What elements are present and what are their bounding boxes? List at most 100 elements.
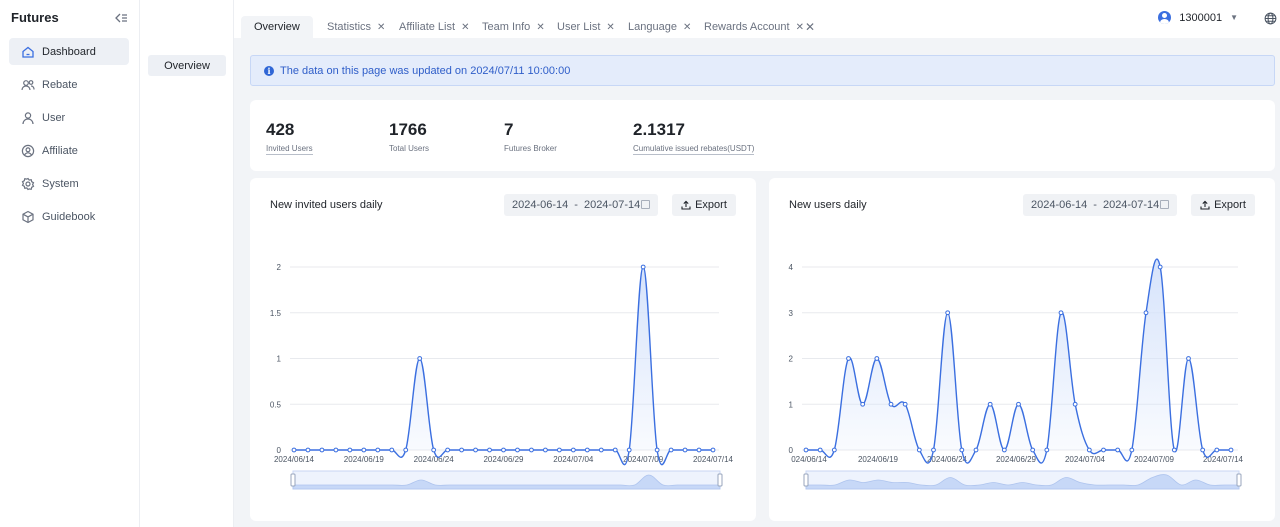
data-point xyxy=(319,447,325,453)
series-area xyxy=(294,267,713,465)
chart-title: New users daily xyxy=(789,199,867,211)
tab-statistics[interactable]: Statistics ✕ xyxy=(327,16,385,38)
tab-overview[interactable]: Overview xyxy=(241,16,313,38)
zoom-handle-right xyxy=(717,473,723,487)
data-point xyxy=(626,447,632,453)
home-icon xyxy=(22,46,34,58)
date-end: 2024-07-14 xyxy=(583,199,641,211)
gear-icon xyxy=(21,177,35,190)
sidebar-item-guidebook[interactable]: Guidebook xyxy=(9,203,129,230)
stat-label: Invited Users xyxy=(266,144,313,155)
close-icon[interactable]: ✕ xyxy=(606,21,615,33)
stat-value: 1766 xyxy=(389,120,427,139)
stat-total-users: 1766 Total Users xyxy=(389,120,429,153)
stat-label: Futures Broker xyxy=(504,144,557,153)
data-point xyxy=(902,401,908,407)
close-icon[interactable]: ✕ xyxy=(536,21,545,33)
update-notice-text: The data on this page was updated on 202… xyxy=(280,64,571,77)
y-tick-label: 1.5 xyxy=(270,309,282,318)
export-button[interactable]: Export xyxy=(672,194,736,216)
date-start: 2024-06-14 xyxy=(1031,199,1088,211)
collapse-menu-icon[interactable] xyxy=(113,10,129,26)
export-button[interactable]: Export xyxy=(1191,194,1255,216)
date-range-picker[interactable]: 2024-06-14 - 2024-07-14 xyxy=(504,194,658,216)
y-tick-label: 1 xyxy=(789,400,794,409)
zoom-handle-left xyxy=(290,473,296,487)
sidebar-item-label: User xyxy=(42,111,66,124)
avatar xyxy=(1158,11,1172,24)
data-point xyxy=(515,447,520,453)
y-tick-label: 3 xyxy=(789,309,794,318)
x-tick-label: 2024/06/14 xyxy=(274,455,315,464)
data-point xyxy=(291,447,297,453)
stat-value: 428 xyxy=(266,120,295,139)
tab-team-info[interactable]: Team Info ✕ xyxy=(482,16,545,38)
export-label: Export xyxy=(695,199,727,211)
data-point xyxy=(487,447,492,453)
tab-label: Overview xyxy=(254,21,300,33)
sidebar-item-dashboard[interactable]: Dashboard xyxy=(9,38,129,65)
user-icon xyxy=(22,111,34,124)
tab-language[interactable]: Language ✕ xyxy=(628,16,691,38)
new-users-chart: 0 1 2 3 4 024/06/14 2024/06/19 2024/06/24 2024/0… xyxy=(789,258,1244,490)
close-all-tabs-icon[interactable]: ✕ xyxy=(805,20,816,34)
sidebar-item-label: System xyxy=(42,177,79,190)
data-point xyxy=(1157,264,1163,270)
close-icon[interactable]: ✕ xyxy=(795,21,804,33)
chart-card-new-users: 0 1 2 3 4 024/06/14 2024/06/19 2024/06/24 2024/0… xyxy=(769,178,1275,521)
y-tick-label: 0.5 xyxy=(270,400,282,409)
data-point xyxy=(1228,447,1234,453)
data-point xyxy=(473,447,478,453)
y-tick-label: 4 xyxy=(789,263,794,272)
zoom-slider-preview xyxy=(292,474,721,490)
date-separator: - xyxy=(1093,199,1097,211)
data-point xyxy=(682,447,688,453)
stat-value: 2.1317 xyxy=(633,120,685,139)
data-point xyxy=(543,447,548,453)
user-menu[interactable]: 1300001 ▼ xyxy=(1158,11,1238,24)
data-point xyxy=(584,447,590,453)
brand-title: Futures xyxy=(11,10,59,25)
data-point xyxy=(654,447,660,453)
x-tick-label: 2024/06/29 xyxy=(483,455,524,464)
sidebar-item-rebate[interactable]: Rebate xyxy=(9,71,129,98)
tab-affiliate-list[interactable]: Affiliate List ✕ xyxy=(399,16,469,38)
date-range-picker[interactable]: 2024-06-14 - 2024-07-14 xyxy=(1023,194,1177,216)
data-point xyxy=(803,447,809,453)
x-tick-label: 2024/07/14 xyxy=(1203,455,1244,464)
y-tick-label: 2 xyxy=(277,263,282,272)
top-bar: Overview Statistics ✕ Affiliate List ✕ Tea… xyxy=(234,0,1280,38)
globe-icon[interactable] xyxy=(1264,12,1277,25)
date-end: 2024-07-14 xyxy=(1102,199,1160,211)
data-point xyxy=(347,447,353,453)
sidebar-item-system[interactable]: System xyxy=(9,170,129,197)
x-tick-label: 2024/07/09 xyxy=(1134,455,1175,464)
data-point xyxy=(1001,447,1007,453)
tab-label: User List xyxy=(557,21,601,33)
close-icon[interactable]: ✕ xyxy=(377,21,386,33)
data-point xyxy=(846,356,851,361)
submenu: Overview xyxy=(140,0,234,527)
data-point xyxy=(931,447,936,453)
data-point xyxy=(1171,447,1177,453)
calendar-icon xyxy=(1160,200,1169,209)
sidebar-item-user[interactable]: User xyxy=(9,104,129,131)
data-point xyxy=(888,401,894,407)
stat-cumulative-rebates: 2.1317 Cumulative issued rebates(USDT) xyxy=(633,120,755,155)
data-point xyxy=(945,310,951,316)
close-icon[interactable]: ✕ xyxy=(461,21,470,33)
sidebar-item-affiliate[interactable]: Affiliate xyxy=(9,137,129,164)
x-tick-label: 2024/07/04 xyxy=(553,455,594,464)
x-tick-label: 2024/07/09 xyxy=(623,455,664,464)
data-point xyxy=(445,447,451,453)
data-point xyxy=(1044,447,1050,453)
data-point xyxy=(1214,447,1220,453)
tab-user-list[interactable]: User List ✕ xyxy=(557,16,615,38)
tab-rewards-account[interactable]: Rewards Account ✕ xyxy=(704,16,804,38)
submenu-item-overview[interactable]: Overview xyxy=(148,55,226,76)
y-tick-label: 0 xyxy=(789,446,794,455)
user-name: 1300001 xyxy=(1179,11,1223,24)
close-icon[interactable]: ✕ xyxy=(682,21,692,33)
x-tick-label: 2024/06/24 xyxy=(927,455,968,464)
data-point xyxy=(598,447,604,453)
